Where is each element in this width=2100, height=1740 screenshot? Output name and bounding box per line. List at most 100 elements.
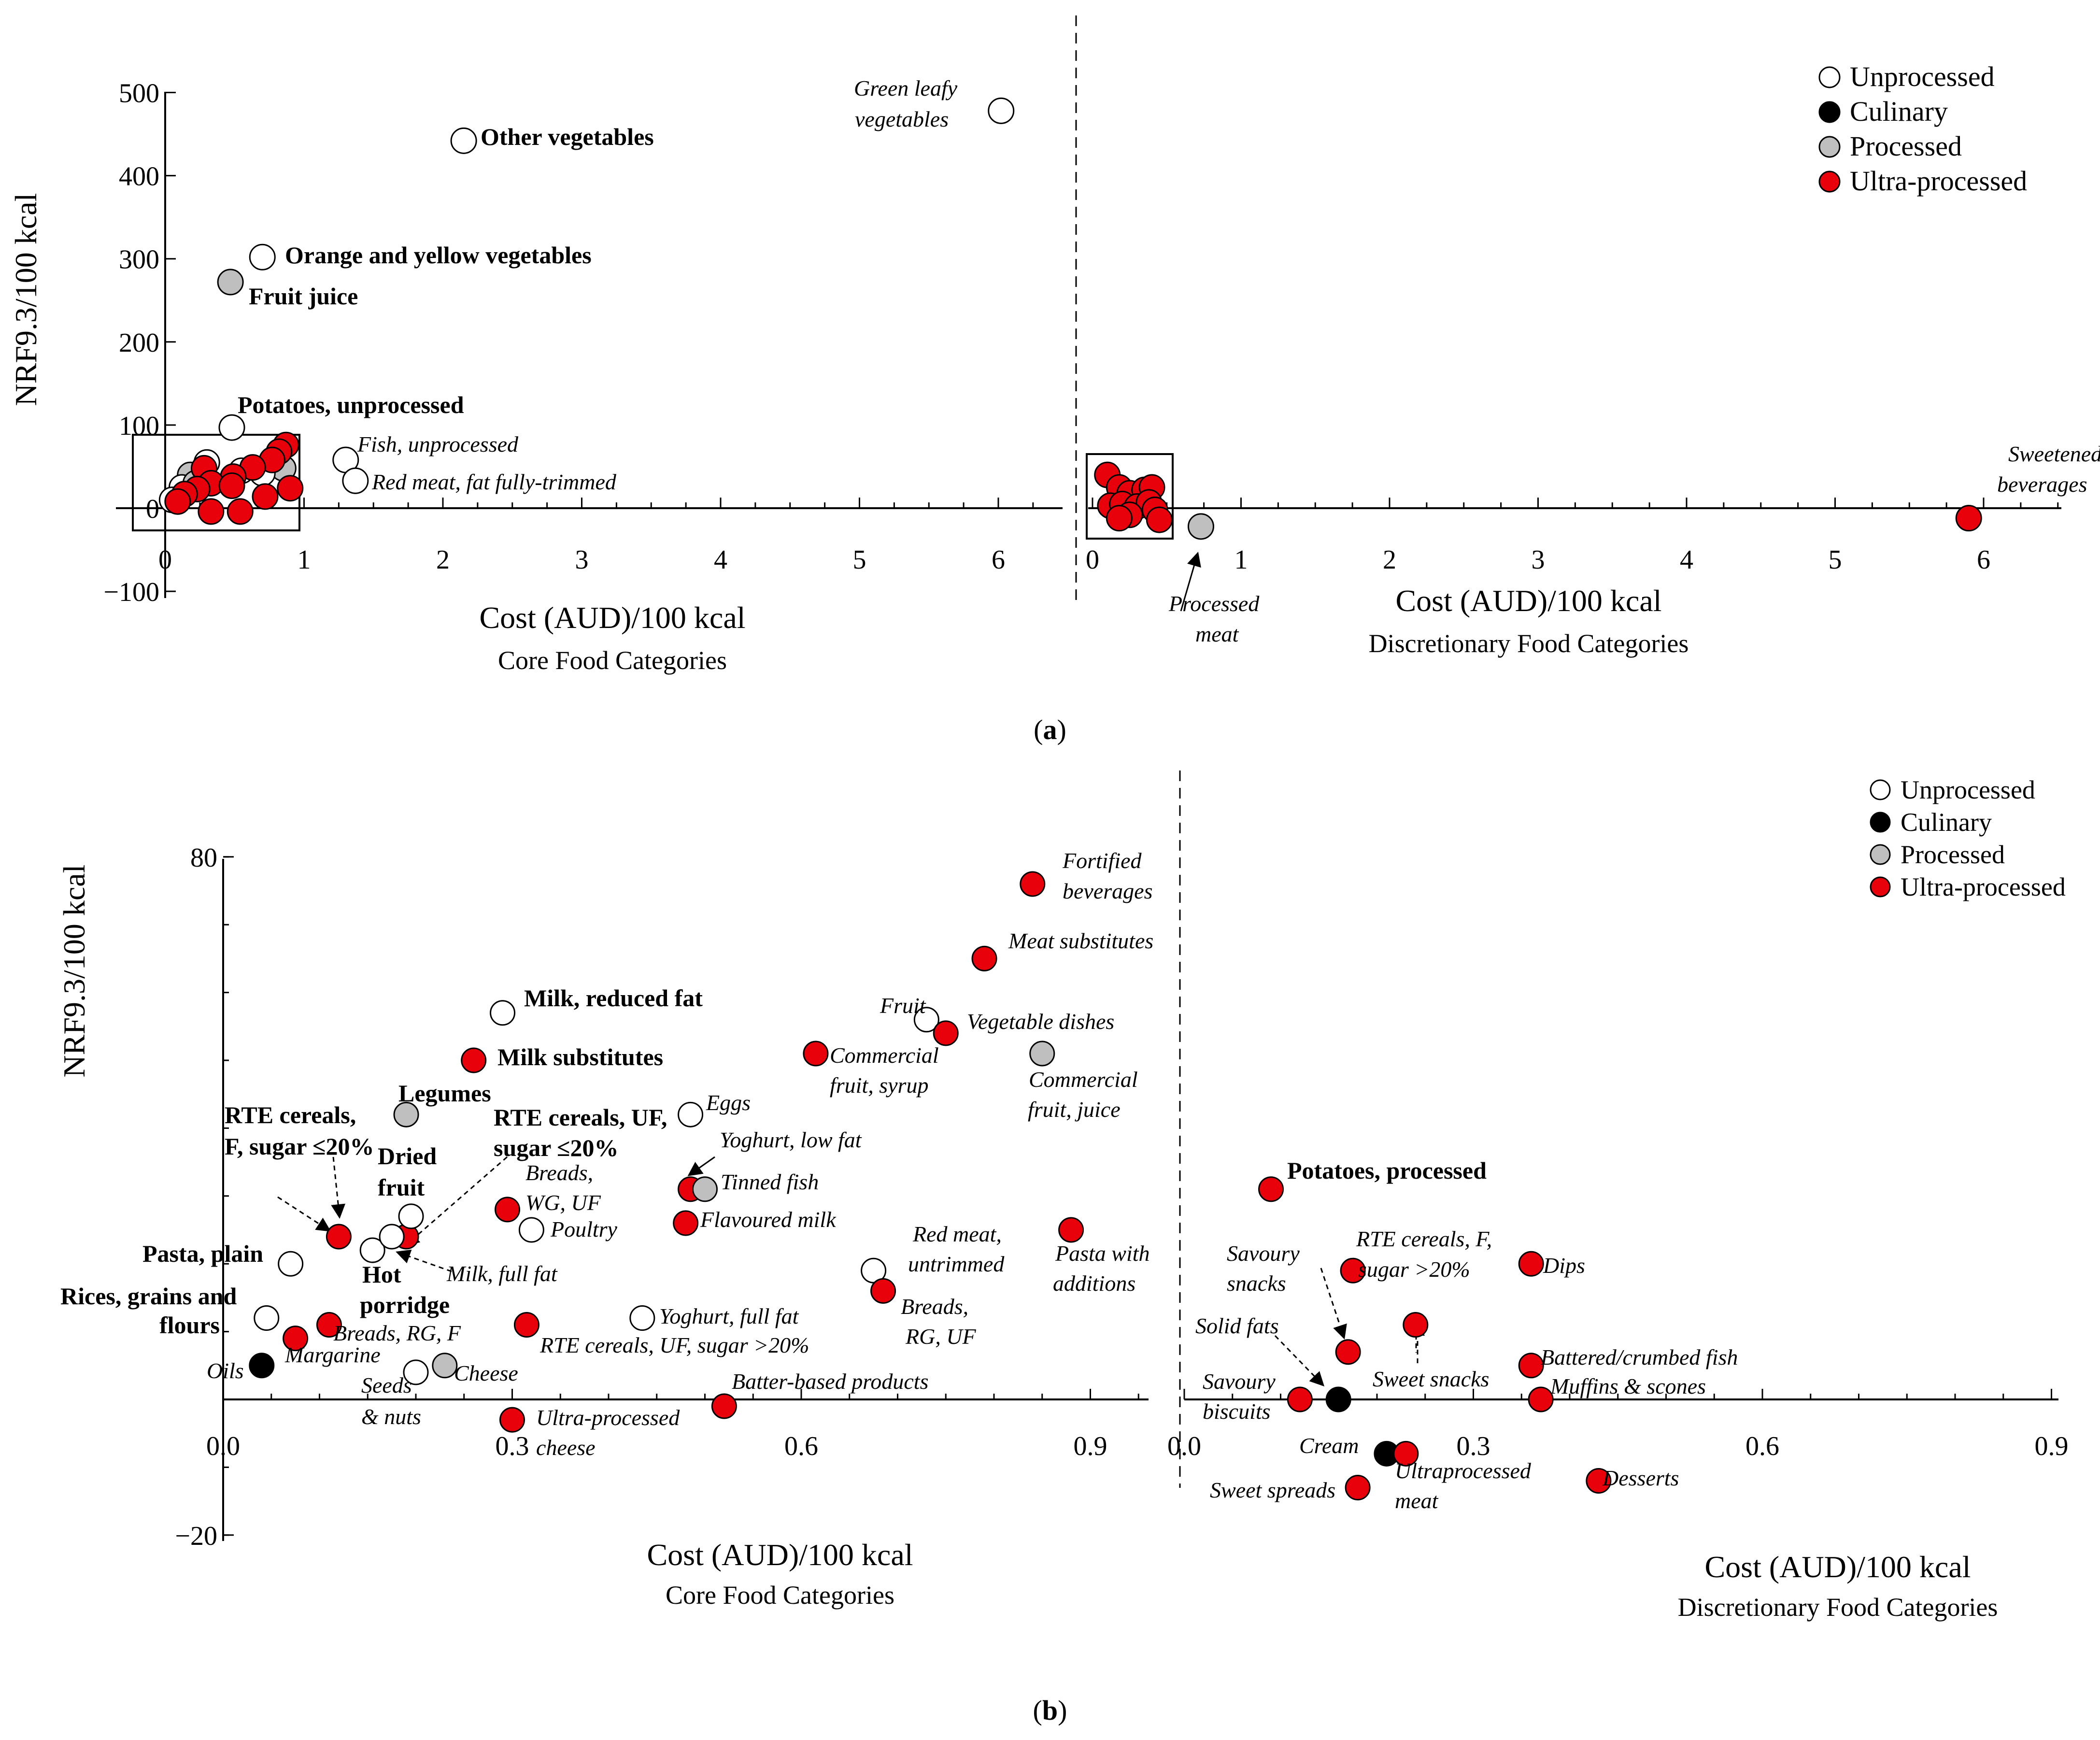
a-core-point-fruit-juice: [217, 269, 244, 296]
a-disc-x-tick-label: 0: [1086, 545, 1099, 575]
b-core-label-dried-fruit-line: Dried: [378, 1142, 437, 1170]
b-core-label-milk-reduced-fat: Milk, reduced fat: [524, 984, 703, 1012]
b-core-label-breads-rg-f: Breads, RG, F: [333, 1321, 461, 1345]
a-disc-x-axis-title: Cost (AUD)/100 kcal: [1395, 584, 1661, 618]
b-core-point-dried-fruit: [398, 1203, 424, 1229]
b-disc-label-savoury-biscuits-line: biscuits: [1203, 1399, 1271, 1424]
b-core-label-margarine: Margarine: [284, 1342, 381, 1367]
b-core-label-breads-wg-uf-line: Breads,: [525, 1160, 593, 1185]
b-core-label-rte-cereals-uf-sugar-20-line: RTE cereals, UF,: [494, 1104, 667, 1131]
panel-a-label: (a): [1034, 714, 1066, 745]
b-core-point-poultry: [518, 1217, 544, 1243]
processed-meat-arrow: [1180, 552, 1201, 612]
b-disc-x-axis-title: Cost (AUD)/100 kcal: [1704, 1550, 1971, 1584]
b-core-label-rte-cereals-f-sugar-20: RTE cereals, F, sugar ≤20%: [225, 1101, 374, 1160]
b-core-point-yoghurt-full-fat: [629, 1305, 655, 1331]
b-core-label-commercial-fruit-syrup: Commercial fruit, syrup: [830, 1043, 939, 1098]
b-disc-x-tick-label: 0.6: [1745, 1431, 1779, 1461]
a-disc-point-processed-meat: [1187, 513, 1214, 540]
b-core-point-tinned-fish: [692, 1176, 718, 1202]
a-core-label-green-leafy-vegetables-line: Green leafy: [854, 76, 958, 100]
a-core-x-tick-label: 3: [575, 545, 589, 575]
b-core-label-yoghurt-full-fat: Yoghurt, full fat: [659, 1304, 799, 1328]
legend-a-label-culinary: Culinary: [1850, 96, 1948, 127]
a-core-y-tick-label: −100: [103, 577, 159, 607]
b-core-label-red-meat-untrimmed-line: untrimmed: [908, 1252, 1005, 1276]
legend-a-marker-ultra: [1818, 171, 1841, 193]
a-core-label-green-leafy-vegetables: Green leafy vegetables: [854, 76, 958, 131]
b-core-point-rte-cereals-uf-sugar-20: [513, 1312, 539, 1338]
a-core-point-potatoes-unprocessed: [218, 414, 245, 441]
b-core-label-hot-porridge: Hot porridge: [360, 1261, 450, 1318]
b-core-label-ultra-processed-cheese: Ultra-processed cheese: [536, 1405, 680, 1460]
a-disc-x-tick-label: 4: [1680, 545, 1693, 575]
b-core-label-dried-fruit-line: fruit: [378, 1174, 425, 1201]
b-core-label-breads-wg-uf-line: WG, UF: [525, 1190, 601, 1215]
a-core-y-tick-label: 0: [146, 494, 159, 524]
legend-a: Unprocessed CulinaryProcessedUltra-proces…: [1818, 61, 2027, 197]
b-disc-x-tick-label: 0.3: [1457, 1431, 1490, 1461]
b-core-point-legumes: [393, 1101, 419, 1127]
b-disc-label-savoury-biscuits-line: Savoury: [1203, 1369, 1276, 1394]
b-disc-axes: 0.0 0.3 0.6 0.9 Cost (AUD)/100 kcal Discretio…: [1167, 1389, 2069, 1622]
rte-f-arrow: [331, 1156, 346, 1219]
b-disc-label-dips: Dips: [1543, 1253, 1585, 1278]
a-core-x-axis-title: Cost (AUD)/100 kcal: [479, 600, 745, 635]
b-core-label-milk-substitutes: Milk substitutes: [497, 1043, 663, 1070]
b-disc-x-tick-label: 0.0: [1167, 1431, 1201, 1461]
b-core-point-rices-grains-and-flours: [254, 1305, 280, 1331]
b-core-point-commercial-fruit-syrup: [803, 1041, 829, 1067]
b-core-label-commercial-fruit-syrup-line: fruit, syrup: [830, 1073, 928, 1098]
a-core-y-tick-label: 100: [119, 411, 159, 441]
b-disc-label-savoury-snacks-line: snacks: [1227, 1271, 1286, 1296]
b-core-y-tick-label: −20: [175, 1521, 217, 1551]
b-core-label-breads-rg-uf-line: RG, UF: [905, 1324, 977, 1349]
legend-a-marker-culinary: [1818, 101, 1841, 123]
a-core-point-red-meat-fat-fully-trimmed: [342, 467, 369, 494]
a-disc-x-tick-label: 2: [1383, 545, 1396, 575]
b-core-label-oils: Oils: [207, 1358, 244, 1383]
savoury-snacks-arrow: [1320, 1268, 1347, 1340]
b-core-label-legumes: Legumes: [398, 1080, 491, 1107]
b-core-label-rices-grains-and-flours-line: Rices, grains and: [60, 1283, 237, 1310]
b-core-label-commercial-fruit-juice-line: fruit, juice: [1028, 1097, 1121, 1122]
legend-layer: UnprocessedCulinaryProcessedUltra-proces…: [1818, 61, 2066, 901]
legend-b-label-unprocessed: Unprocessed: [1901, 775, 2035, 804]
legend-b-label-culinary: Culinary: [1901, 808, 1992, 837]
rte-uf-arrow: [404, 1156, 508, 1246]
b-core-label-breads-rg-uf-line: Breads,: [901, 1294, 968, 1319]
a-core-x-tick-label: 4: [714, 545, 727, 575]
b-disc-label-ultraprocessed-meat: Ultraprocessed meat: [1395, 1458, 1532, 1513]
b-core-label-eggs: Eggs: [706, 1090, 751, 1115]
b-core-x-tick-label: 0.3: [496, 1431, 529, 1461]
b-core-point-milk-full-fat: [379, 1224, 405, 1250]
b-disc-point-muffins-scones: [1528, 1386, 1554, 1412]
yoghurt-low-fat-arrow: [687, 1156, 715, 1176]
b-disc-label-desserts: Desserts: [1602, 1466, 1679, 1490]
legend-b-marker-ultra: [1870, 876, 1891, 898]
b-core-label-rices-grains-and-flours: Rices, grains and flours: [60, 1283, 237, 1339]
b-core-label-tinned-fish: Tinned fish: [721, 1170, 819, 1194]
b-core-point-rte-cereals-f-sugar-20: [326, 1224, 352, 1250]
milk-full-fat-arrow: [396, 1249, 452, 1272]
b-core-label-rte-cereals-f-sugar-20-line: RTE cereals,: [225, 1101, 356, 1128]
a-core-y-tick-label: 400: [119, 162, 159, 192]
a-core-label-fruit-juice: Fruit juice: [249, 283, 358, 310]
b-disc-point-sweet-snacks: [1403, 1312, 1429, 1338]
a-core-point-cluster-26: [252, 483, 279, 510]
b-core-label-breads-rg-uf: Breads, RG, UF: [901, 1294, 977, 1349]
b-disc-point-potatoes-processed: [1258, 1176, 1284, 1202]
solid-fats-arrow: [1274, 1335, 1325, 1387]
b-core-label-hot-porridge-line: porridge: [360, 1291, 450, 1318]
b-disc-point-desserts: [1586, 1468, 1612, 1494]
b-core-label-rte-cereals-uf-sugar-20: RTE cereals, UF, sugar ≤20%: [494, 1104, 667, 1161]
b-disc-label-rte-cereals-f-sugar-20-line: RTE cereals, F,: [1356, 1227, 1492, 1251]
legend-a-label-processed: Processed: [1850, 130, 1962, 162]
a-core-label-other-vegetables: Other vegetables: [481, 123, 654, 150]
b-disc-point-solid-fats: [1325, 1386, 1351, 1412]
b-core-point-pasta-with-additions: [1058, 1217, 1084, 1243]
b-disc-label-rte-cereals-f-sugar-20: RTE cereals, F, sugar >20%: [1356, 1227, 1492, 1282]
a-core-y-tick-label: 200: [119, 328, 159, 358]
axes-layer: 0 1 2 3 4 5 6 Cost (AUD)/100 kcal Core Food Cate…: [9, 15, 2069, 1622]
a-core-label-green-leafy-vegetables-line: vegetables: [855, 107, 949, 131]
